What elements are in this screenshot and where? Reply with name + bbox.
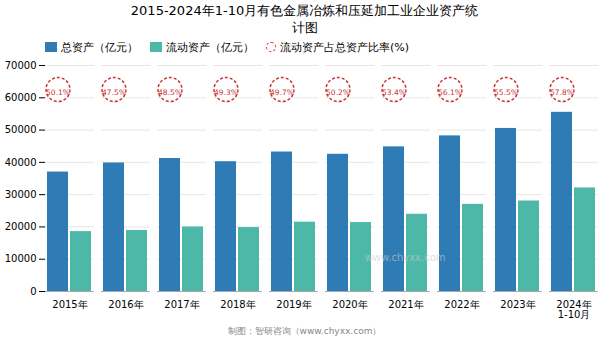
svg-text:55.5%: 55.5% [494,88,518,97]
svg-text:60000: 60000 [5,92,37,103]
svg-text:2018年: 2018年 [220,298,255,309]
svg-text:2022年: 2022年 [444,298,479,309]
html-text:制图：智研咨询（www.chyxx.com）: 制图：智研咨询（www.chyxx.com） [227,325,382,336]
html-text:2015-2024年1-10月有色金属冶炼和压延加工业企业资: 2015-2024年1-10月有色金属冶炼和压延加工业企业资产统 计图 [130,3,479,35]
svg-text:50000: 50000 [5,124,37,135]
svg-text:2015年: 2015年 [52,298,87,309]
svg-text:2017年: 2017年 [164,298,199,309]
html-text:www.chyxx.com: www.chyxx.com [364,251,446,263]
svg-text:56.1%: 56.1% [438,88,462,97]
svg-text:40000: 40000 [5,156,37,167]
svg-text:70000: 70000 [5,59,37,70]
html-text:流动资产（亿元）: 流动资产（亿元） [166,40,254,54]
svg-text:48.5%: 48.5% [158,88,182,97]
html-text:流动资产占总资产比率(%): 流动资产占总资产比率(%) [280,40,409,54]
svg-text:50.1%: 50.1% [46,88,70,97]
svg-text:0: 0 [30,285,36,296]
svg-text:50.2%: 50.2% [326,88,350,97]
svg-text:47.5%: 47.5% [102,88,126,97]
svg-text:2019年: 2019年 [276,298,311,309]
svg-text:2016年: 2016年 [108,298,143,309]
svg-text:20000: 20000 [5,221,37,232]
svg-text:2024年1-10月: 2024年1-10月 [556,298,591,319]
svg-text:2021年: 2021年 [388,298,423,309]
svg-text:57.8%: 57.8% [550,88,574,97]
svg-text:53.4%: 53.4% [382,88,406,97]
html-text:总资产（亿元）: 总资产（亿元） [61,40,138,54]
svg-text:2020年: 2020年 [332,298,367,309]
svg-text:49.7%: 49.7% [270,88,294,97]
svg-text:30000: 30000 [5,189,37,200]
svg-text:10000: 10000 [5,253,37,264]
svg-text:2023年: 2023年 [500,298,535,309]
svg-text:49.3%: 49.3% [214,88,238,97]
